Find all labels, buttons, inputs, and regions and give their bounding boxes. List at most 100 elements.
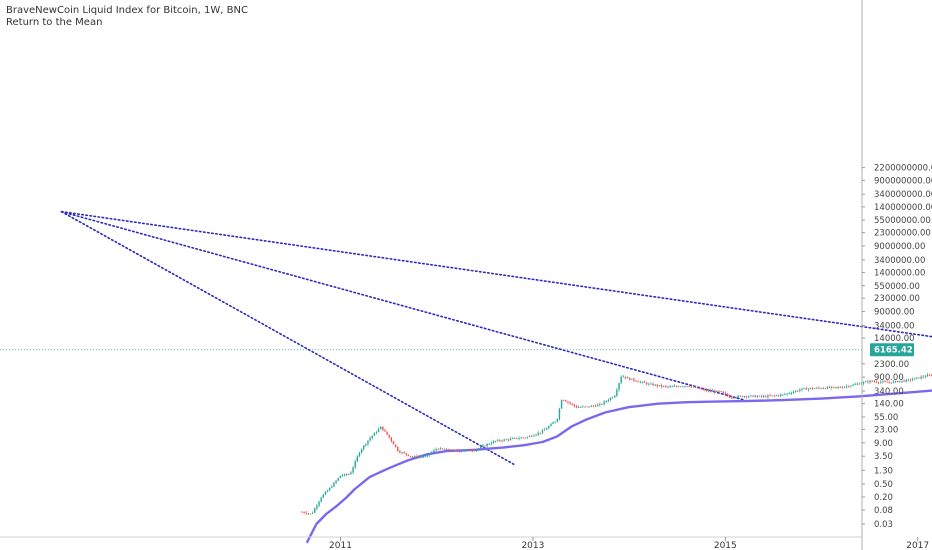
price-candle	[824, 387, 827, 390]
candle-body	[554, 421, 556, 423]
price-candle	[622, 374, 624, 378]
price-candle	[745, 395, 748, 399]
price-candle	[667, 385, 669, 389]
price-candle	[790, 391, 793, 396]
price-candle	[380, 426, 382, 430]
price-candle	[682, 385, 684, 388]
price-candle	[503, 438, 505, 442]
price-candle	[456, 448, 459, 453]
price-candle	[624, 376, 627, 380]
candle-body	[431, 452, 433, 455]
trendline-1[interactable]	[60, 210, 932, 372]
candle-body	[475, 449, 478, 451]
price-candle	[662, 385, 665, 388]
candle-body	[650, 383, 652, 385]
candle-body	[669, 386, 671, 388]
candle-body	[656, 384, 659, 386]
price-candle	[377, 427, 380, 433]
price-candle	[526, 436, 529, 439]
candle-body	[754, 395, 756, 398]
price-candle	[452, 448, 454, 452]
trendlines[interactable]	[0, 210, 932, 465]
price-candle	[428, 454, 431, 457]
price-candle	[590, 405, 593, 407]
trendline-2[interactable]	[60, 210, 746, 401]
price-candle	[733, 397, 735, 399]
y-tick-label: 3.50	[874, 452, 893, 462]
time-axis[interactable]: 201120132015201720192021	[0, 536, 932, 550]
price-candle	[803, 387, 805, 389]
price-candle	[845, 384, 848, 389]
price-candle	[811, 386, 814, 390]
price-candle	[718, 390, 720, 393]
price-candle	[333, 481, 335, 488]
price-candle	[686, 385, 688, 387]
price-candle	[805, 386, 807, 390]
price-candle	[669, 384, 671, 389]
candle-body	[777, 395, 780, 397]
candle-body	[707, 390, 710, 392]
candle-body	[518, 438, 520, 440]
price-candle	[918, 377, 920, 379]
candle-body	[805, 388, 807, 390]
candle-body	[928, 374, 931, 376]
candle-body	[448, 449, 450, 451]
candle-body	[688, 386, 690, 387]
candle-body	[848, 386, 850, 387]
candle-body	[509, 438, 512, 440]
candle-body	[609, 397, 612, 400]
candle-body	[575, 406, 578, 408]
price-candle	[922, 374, 924, 379]
candle-body	[835, 386, 837, 388]
price-candle	[335, 479, 337, 485]
price-candle	[373, 432, 376, 436]
trendline-3[interactable]	[60, 210, 515, 465]
candle-body	[760, 395, 763, 397]
price-candle	[541, 428, 544, 435]
price-candle	[311, 511, 314, 514]
candle-body	[922, 376, 924, 378]
price-candle	[926, 373, 929, 377]
price-candle	[731, 396, 733, 399]
price-candle	[386, 431, 388, 436]
candle-body	[522, 437, 524, 439]
candle-body	[507, 439, 510, 441]
candle-body	[563, 400, 565, 401]
candle-body	[422, 456, 424, 458]
y-tick-label: 1400000.00	[874, 268, 925, 278]
candle-body	[548, 426, 550, 429]
candle-body	[797, 390, 799, 392]
candle-body	[467, 449, 469, 451]
price-candle	[352, 465, 354, 475]
candle-body	[667, 386, 669, 388]
price-candle	[799, 387, 801, 393]
price-candle	[639, 380, 641, 384]
price-candle	[358, 451, 361, 458]
price-candle	[365, 443, 367, 447]
price-candle	[884, 379, 886, 383]
candle-body	[603, 401, 605, 405]
price-candle	[886, 379, 888, 383]
price-candle	[392, 440, 395, 445]
candle-body	[816, 387, 818, 389]
price-candle	[773, 394, 776, 398]
price-axis[interactable]: 0.03 0.08 0.20 0.50 1.30 3.50 9.00 23.00 55.00 14…	[861, 0, 932, 550]
candle-body	[373, 433, 376, 436]
candle-body	[716, 390, 718, 393]
price-candle	[592, 404, 595, 407]
price-candle	[871, 380, 873, 382]
candle-body	[711, 390, 714, 392]
candle-body	[528, 436, 531, 437]
candle-body	[828, 387, 831, 388]
price-candle	[401, 451, 403, 455]
price-candle	[807, 388, 810, 392]
candle-body	[435, 449, 437, 451]
price-candle	[716, 390, 718, 393]
price-candle	[890, 382, 893, 385]
price-candle	[720, 391, 722, 393]
price-candle	[494, 440, 497, 443]
candle-body	[363, 445, 365, 450]
price-candle	[435, 447, 437, 452]
